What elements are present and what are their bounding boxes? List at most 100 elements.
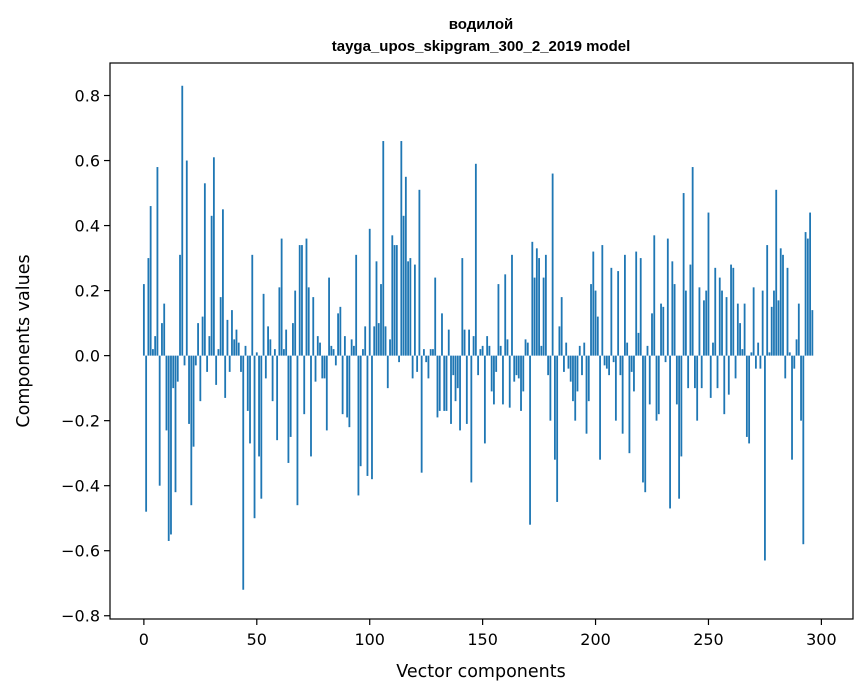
bar [583,342,586,356]
bar [197,323,199,356]
bar [547,355,550,376]
bar [657,355,660,415]
bar [488,345,491,356]
bar [551,173,554,356]
bar [174,355,177,493]
bar [409,258,412,356]
bar [671,261,674,356]
bar [219,297,222,356]
x-tick-label: 0 [139,630,149,649]
bar [809,212,811,356]
bar [328,277,330,356]
bar [675,355,678,405]
bar [156,167,159,356]
bar [689,264,692,356]
bar [777,300,780,356]
bar [517,355,520,379]
bar [332,349,335,356]
bar [158,355,161,486]
bar [454,355,457,402]
bar [260,355,263,499]
bar [398,355,400,363]
bar [253,355,256,519]
y-tick-label: −0.2 [61,412,100,431]
bar [759,355,762,369]
bar [524,339,527,356]
bar [630,355,633,372]
bar [287,355,290,463]
bar [382,141,385,356]
bar [165,355,168,431]
bar [441,313,443,356]
bar [461,258,464,356]
bar [179,254,181,356]
bar [533,277,536,356]
bar [217,349,220,356]
bar [264,355,267,379]
bar [538,258,540,356]
bar [757,342,760,356]
bar [786,267,789,356]
bar [280,238,283,356]
bar [294,290,297,356]
bar [470,355,473,483]
bar [235,329,238,356]
bar [142,284,145,356]
bar [592,251,595,356]
x-tick-label: 300 [806,630,837,649]
bar [386,355,389,389]
bar [447,329,450,356]
bar [806,238,809,356]
bar [425,355,428,363]
bar [183,355,186,366]
bar [612,355,615,363]
bar [522,355,525,392]
bar [161,323,163,356]
bar [176,355,179,382]
bar [624,254,626,356]
bar [483,355,486,444]
bar [603,355,606,366]
bar [642,355,644,483]
bar [569,355,572,382]
bar [201,316,204,356]
bar [411,355,414,379]
bar [626,342,629,356]
bar [502,355,504,405]
bar [445,355,448,411]
bar [276,355,279,441]
bar [565,342,568,356]
bar [610,267,613,356]
bar [639,258,642,356]
bar [793,355,796,369]
bar [664,355,667,363]
bar [745,355,748,437]
bar [355,254,358,356]
bar [712,342,714,356]
bar [574,355,577,421]
bar [734,355,737,379]
plot-frame [109,62,854,620]
bar [246,355,249,411]
bar [750,352,753,356]
bar [359,355,362,467]
bar [310,355,312,457]
bar [784,355,787,379]
bar [585,355,588,434]
bar [608,355,610,376]
bar [420,355,423,473]
bar [773,290,775,356]
bar [529,355,531,525]
bar [301,245,303,356]
bar [707,212,710,356]
bar [172,355,175,389]
bar [718,277,721,356]
bar [377,323,380,356]
bar [474,163,477,356]
chart-subtitle: tayga_upos_skipgram_300_2_2019 model [332,38,631,55]
bar [438,355,441,411]
bar [800,355,802,421]
bar [298,245,301,356]
bar [795,339,798,356]
bar [716,355,719,389]
